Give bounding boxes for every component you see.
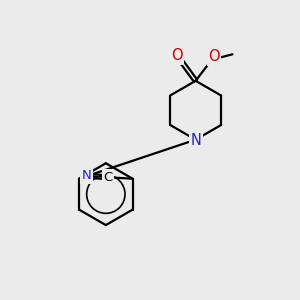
Text: C: C [103,171,112,184]
Text: N: N [82,169,91,182]
Text: O: O [171,48,183,63]
Text: N: N [190,133,201,148]
Text: O: O [208,49,220,64]
